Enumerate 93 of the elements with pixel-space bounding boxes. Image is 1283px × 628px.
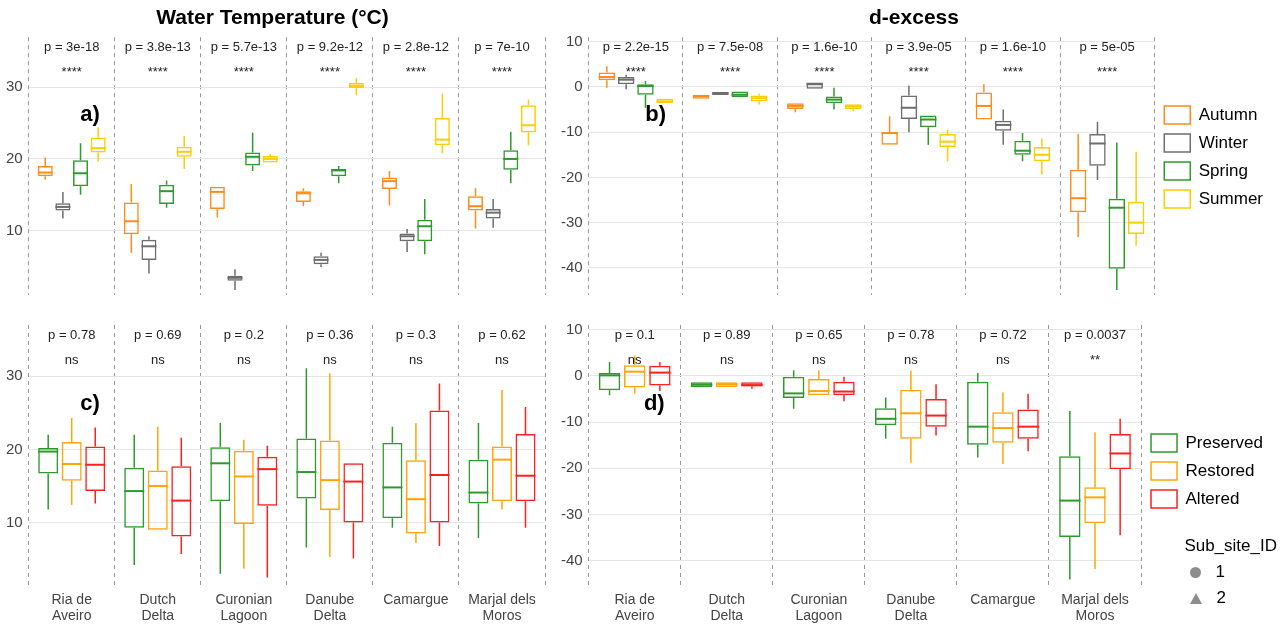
annotation: **** — [908, 63, 929, 79]
y-tick-label: 10 — [565, 31, 583, 49]
annotation: p = 0.89 — [703, 326, 751, 342]
annotation: **** — [405, 63, 427, 79]
annotation: p = 2.8e-12 — [382, 38, 449, 54]
legend-label: Restored — [1185, 460, 1255, 480]
x-tick-label: Ria de Aveiro — [51, 590, 93, 624]
annotation: ns — [150, 351, 166, 367]
annotation: p = 5.7e-13 — [210, 38, 277, 54]
annotation: p = 3.8e-13 — [124, 38, 191, 54]
y-tick-label: -40 — [560, 258, 583, 275]
y-tick-label: 0 — [574, 365, 583, 383]
x-tick-label: Camargue — [970, 590, 1036, 607]
annotation: ns — [236, 351, 252, 367]
annotation: p = 9.2e-12 — [296, 38, 363, 54]
annotation: p = 5e-05 — [1079, 38, 1135, 54]
annotation: **** — [814, 63, 835, 79]
x-tick-label: Danube Delta — [305, 590, 355, 624]
x-tick-label: Marjal dels Moros — [1061, 590, 1129, 624]
y-tick-label: 20 — [6, 439, 23, 457]
chart-title: d-excess — [869, 5, 959, 29]
legend-label: Spring — [1198, 160, 1248, 180]
annotation: ns — [719, 351, 735, 367]
y-tick-label: 10 — [6, 512, 23, 530]
annotation: p = 3.9e-05 — [885, 38, 952, 54]
x-tick-label: Ria de Aveiro — [614, 590, 656, 624]
y-tick-label: -10 — [560, 122, 583, 140]
x-tick-label: Dutch Delta — [708, 590, 746, 624]
y-tick-label: 0 — [574, 77, 583, 95]
annotation: p = 1.6e-10 — [791, 38, 858, 54]
annotation: p = 0.62 — [478, 326, 526, 342]
annotation: p = 0.78 — [887, 326, 935, 342]
annotation: ns — [323, 351, 338, 367]
annotation: p = 7.5e-08 — [697, 38, 764, 54]
annotation: b) — [645, 100, 666, 126]
annotation: **** — [61, 63, 82, 79]
text: Sub_site_ID — [1184, 536, 1277, 556]
annotation: a) — [80, 100, 100, 126]
annotation: **** — [625, 63, 646, 79]
x-tick-label: Marjal dels Moros — [468, 590, 536, 624]
x-tick-label: Curonian Lagoon — [215, 590, 273, 624]
y-tick-label: 30 — [6, 366, 23, 384]
annotation: **** — [1002, 63, 1023, 79]
x-tick-label: Curonian Lagoon — [790, 590, 848, 624]
annotation: **** — [719, 63, 741, 79]
x-tick-label: Dutch Delta — [139, 590, 177, 624]
legend-label: Autumn — [1198, 104, 1258, 124]
annotation: p = 0.65 — [795, 326, 843, 342]
annotation: **** — [233, 63, 254, 79]
annotation: ns — [996, 351, 1011, 367]
text: 2 — [1216, 588, 1226, 608]
y-tick-label: -20 — [560, 167, 583, 185]
y-tick-label: 10 — [565, 319, 583, 337]
annotation: ns — [64, 351, 80, 367]
annotation: p = 0.0037 — [1064, 326, 1126, 342]
annotation: p = 0.3 — [395, 326, 436, 342]
annotation: p = 7e-10 — [474, 38, 530, 54]
y-tick-label: 30 — [6, 77, 23, 95]
annotation: d) — [643, 390, 665, 416]
annotation: ns — [811, 351, 827, 367]
annotation: p = 0.36 — [306, 326, 354, 342]
y-tick-label: -20 — [560, 458, 583, 476]
y-tick-label: -10 — [560, 412, 583, 430]
annotation: p = 0.1 — [614, 326, 655, 342]
annotation: c) — [80, 390, 100, 416]
annotation: ns — [409, 351, 424, 367]
annotation: p = 2.2e-15 — [602, 38, 669, 54]
legend-label: Winter — [1198, 132, 1249, 152]
annotation: **** — [319, 63, 340, 79]
legend-label: Summer — [1198, 188, 1264, 208]
y-tick-label: -30 — [560, 212, 583, 230]
annotation: ns — [904, 351, 919, 367]
y-tick-label: 10 — [6, 220, 23, 238]
annotation: ** — [1089, 351, 1101, 367]
annotation: ns — [495, 351, 510, 367]
annotation: p = 0.2 — [223, 326, 264, 342]
annotation: **** — [147, 63, 168, 79]
y-tick-label: -40 — [560, 550, 583, 568]
annotation: p = 0.72 — [979, 326, 1027, 342]
text: 1 — [1215, 562, 1225, 582]
legend-label: Preserved — [1185, 432, 1263, 452]
legend-label: Altered — [1185, 488, 1240, 508]
y-tick-label: 20 — [6, 149, 23, 167]
annotation: p = 0.69 — [134, 326, 182, 342]
annotation: **** — [1097, 63, 1118, 79]
annotation: p = 3e-18 — [44, 38, 100, 54]
annotation: p = 1.6e-10 — [979, 38, 1046, 54]
chart-title: Water Temperature (°C) — [156, 5, 389, 29]
annotation: p = 0.78 — [48, 326, 96, 342]
y-tick-label: -30 — [560, 504, 583, 522]
x-tick-label: Danube Delta — [886, 590, 936, 624]
annotation: **** — [491, 63, 513, 79]
x-tick-label: Camargue — [383, 590, 449, 607]
